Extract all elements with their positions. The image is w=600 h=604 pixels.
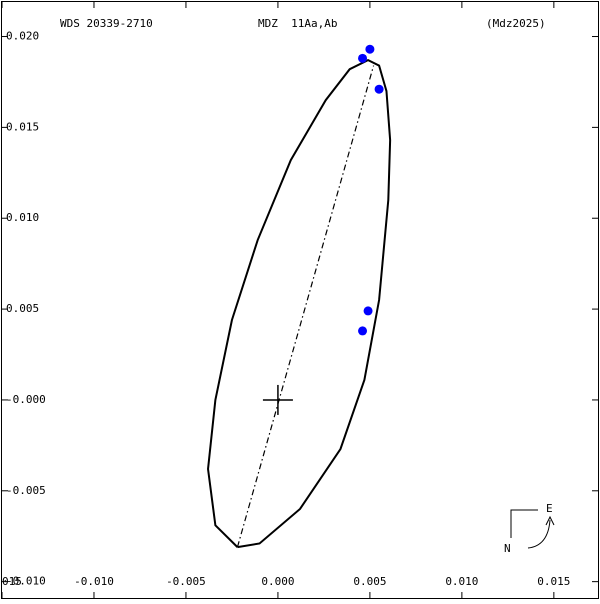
observation [358, 326, 368, 336]
chart-title: MDZ 11Aa,Ab [258, 17, 337, 30]
x-tick-label: 0.010 [445, 575, 478, 588]
annotation: (Mdz2025) [486, 17, 546, 30]
line-of-apsides [236, 65, 375, 548]
y-tick-label: 0.015 [6, 120, 39, 133]
x-tick-label: -0.005 [166, 575, 206, 588]
y-tick-label: 0.010 [6, 211, 39, 224]
compass: E N [504, 502, 555, 555]
y-tick-label: 0.020 [6, 30, 39, 43]
x-tick-label: 0.000 [261, 575, 294, 588]
y-tick-label: -0.005 [6, 484, 46, 497]
compass-east: E [546, 502, 553, 515]
y-tick-label: -0.000 [6, 393, 46, 406]
compass-axes [510, 509, 538, 538]
observation [358, 53, 368, 63]
compass-arrow [527, 519, 551, 549]
observation [374, 84, 384, 94]
x-tick-label: 0.015 [537, 575, 570, 588]
x-tick-label: 0.005 [353, 575, 386, 588]
observation [363, 306, 373, 316]
chart-subtitle: WDS 20339-2710 [60, 17, 153, 30]
observation [365, 44, 375, 54]
x-tick-label: -0.010 [74, 575, 114, 588]
x-tick-label: -0.015 [0, 575, 22, 588]
compass-north: N [504, 542, 511, 555]
compass-arrowhead [545, 515, 555, 526]
orbit-ellipse [207, 59, 392, 549]
y-tick-label: 0.005 [6, 302, 39, 315]
y-tick-label: -0.010 [6, 575, 46, 588]
